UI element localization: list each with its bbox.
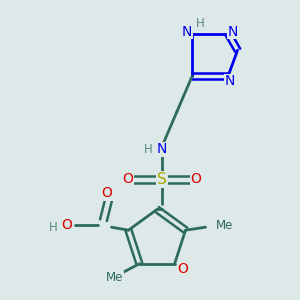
Text: O: O	[123, 172, 134, 186]
Text: H: H	[144, 143, 152, 156]
Text: O: O	[61, 218, 72, 232]
Text: O: O	[177, 262, 188, 276]
Text: O: O	[190, 172, 201, 186]
Text: N: N	[225, 74, 235, 88]
Text: O: O	[101, 186, 112, 200]
Text: H: H	[196, 17, 204, 30]
Text: Me: Me	[215, 219, 233, 232]
Text: N: N	[182, 25, 192, 39]
Text: Me: Me	[106, 271, 123, 284]
Text: S: S	[157, 172, 167, 187]
Text: H: H	[49, 221, 58, 234]
Text: N: N	[157, 142, 167, 156]
Text: N: N	[228, 25, 238, 39]
